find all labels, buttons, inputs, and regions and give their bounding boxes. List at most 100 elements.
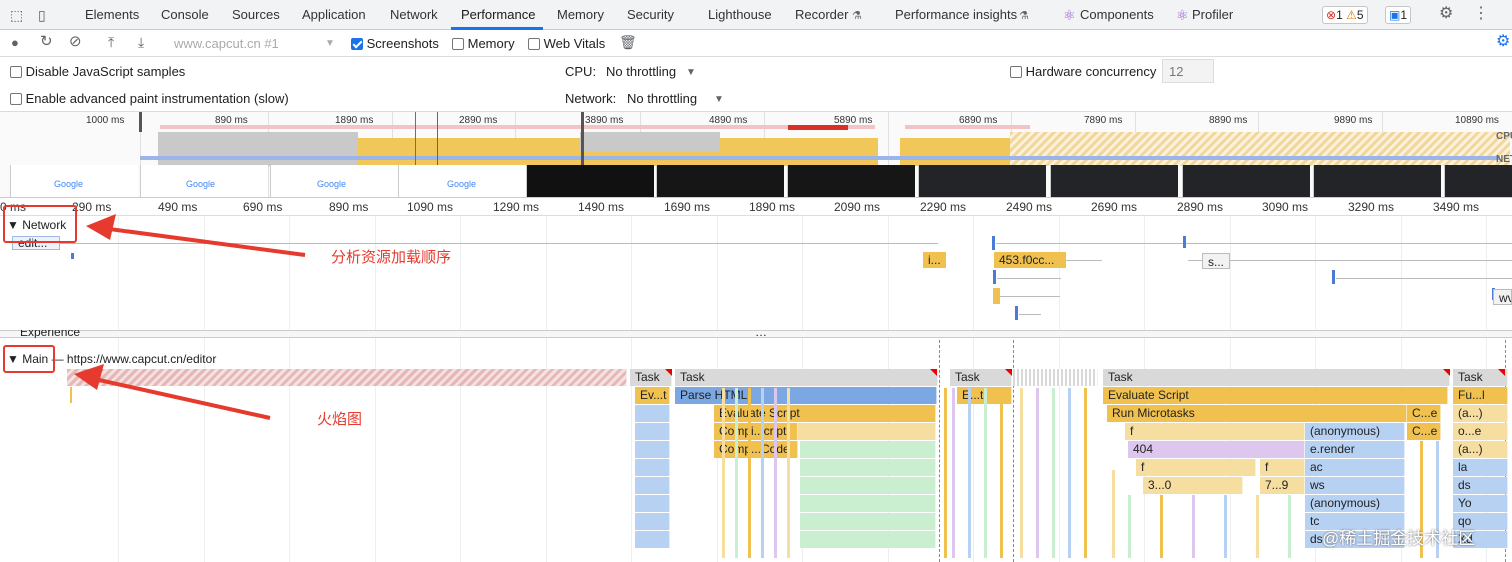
flame-bar — [800, 441, 936, 458]
thumb-google-text: Google — [447, 179, 477, 189]
network-request-i[interactable]: i... — [923, 252, 946, 268]
hardware-concurrency-checkbox[interactable]: Hardware concurrency — [1010, 64, 1156, 79]
flame-function[interactable]: ac — [1305, 459, 1405, 476]
flame-bar — [635, 477, 670, 494]
flame-function[interactable]: 3...0 — [1143, 477, 1243, 494]
flame-evaluate-script[interactable]: Evaluate Script — [1103, 387, 1448, 404]
overview-marker-blue — [437, 112, 438, 197]
network-request-editor[interactable]: edit... — [12, 236, 60, 250]
tab-profiler[interactable]: Profiler — [1192, 7, 1234, 22]
flame-evaluate-script[interactable]: Evaluate Script — [714, 405, 936, 422]
cpu-throttling-select[interactable]: No throttling — [606, 64, 677, 79]
network-request-453[interactable]: 453.f0cc... — [994, 252, 1066, 268]
flame-function[interactable]: 7...9 — [1260, 477, 1305, 494]
overview-selection-start[interactable] — [139, 112, 142, 132]
network-request-wv[interactable]: wv — [1493, 289, 1512, 305]
network-annotation: 分析资源加载顺序 — [331, 249, 452, 266]
flame-function[interactable]: (anonymous) — [1305, 423, 1405, 440]
long-task-marker — [788, 125, 848, 130]
upload-icon[interactable]: ⤒ — [108, 34, 115, 50]
trash-icon[interactable]: 🗑 — [619, 34, 637, 50]
overview-tick: 10890 ms — [1455, 115, 1499, 126]
hardware-concurrency-input[interactable]: 12 — [1162, 59, 1214, 83]
flame-function[interactable]: (a...) — [1453, 441, 1508, 458]
device-toolbar-icon[interactable]: ▯ — [38, 7, 46, 23]
track-divider[interactable]: … — [0, 325, 1512, 339]
inspect-element-icon[interactable]: ⬚ — [10, 7, 24, 23]
tab-memory[interactable]: Memory — [557, 7, 604, 22]
clear-icon[interactable]: ⊘ — [69, 33, 82, 50]
flame-task[interactable]: Task — [1453, 369, 1508, 386]
memory-checkbox[interactable]: Memory — [452, 36, 515, 51]
flame-function[interactable]: ds — [1305, 531, 1405, 548]
net-label: NET — [1496, 154, 1512, 165]
info-badge[interactable]: ▣1 — [1385, 6, 1412, 24]
flame-function[interactable]: f — [1136, 459, 1256, 476]
flame-task[interactable]: Task — [675, 369, 938, 386]
ruler-tick: 3290 ms — [1348, 200, 1395, 214]
download-icon[interactable]: ⤓ — [138, 34, 145, 50]
flame-compile-code[interactable]: Comp...Code — [714, 441, 798, 458]
flame-function[interactable]: (anonymous) — [1305, 495, 1405, 512]
flask-icon: ⚗ — [852, 10, 862, 22]
tab-lighthouse[interactable]: Lighthouse — [708, 7, 772, 22]
advanced-paint-checkbox[interactable]: Enable advanced paint instrumentation (s… — [10, 91, 289, 106]
flame-run-microtasks[interactable]: Run Microtasks — [1107, 405, 1407, 422]
flame-task[interactable]: Task — [1103, 369, 1450, 386]
tab-network[interactable]: Network — [390, 7, 438, 22]
web-vitals-checkbox[interactable]: Web Vitals — [528, 36, 605, 51]
flame-function[interactable]: (a...) — [1453, 405, 1508, 422]
flame-function[interactable]: Fu...l — [1453, 387, 1508, 404]
record-icon[interactable]: ● — [11, 35, 19, 50]
network-request-bar[interactable] — [993, 288, 1000, 304]
timeline-overview[interactable]: 1000 ms 890 ms 1890 ms 2890 ms 3890 ms 4… — [0, 112, 1512, 198]
capture-settings-icon[interactable]: ⚙ — [1496, 33, 1511, 50]
idle-task-block[interactable] — [1013, 369, 1098, 386]
tab-security[interactable]: Security — [627, 7, 674, 22]
disable-js-samples-checkbox[interactable]: Disable JavaScript samples — [10, 64, 185, 79]
flame-function[interactable]: qo — [1453, 513, 1508, 530]
flame-function[interactable]: ws — [1305, 477, 1405, 494]
thumb-google-text: Google — [317, 179, 347, 189]
issues-badge[interactable]: ⊗1 ⚠5 — [1322, 6, 1368, 24]
network-highlight-box — [3, 205, 77, 243]
flame-function[interactable]: f — [1125, 423, 1305, 440]
main-track-toggle[interactable]: ▼ Main — https://www.capcut.cn/editor — [7, 352, 217, 366]
gear-icon[interactable]: ⚙ — [1439, 5, 1454, 22]
tab-performance-insights[interactable]: Performance insights — [895, 7, 1018, 22]
flame-function[interactable]: C...e — [1407, 405, 1441, 422]
flame-task[interactable]: Task — [630, 369, 672, 386]
ruler-tick: 3490 ms — [1433, 200, 1480, 214]
flame-function[interactable]: f — [1260, 459, 1305, 476]
reload-icon[interactable]: ↻ — [40, 33, 53, 50]
flame-function[interactable]: Xd — [1453, 531, 1508, 548]
more-options-icon[interactable]: ⋮ — [1473, 5, 1489, 22]
flame-event[interactable]: Ev...t — [635, 387, 670, 404]
flame-function[interactable]: tc — [1305, 513, 1405, 530]
network-track-toggle[interactable]: ▼ Network — [7, 218, 67, 232]
network-request-s[interactable]: s... — [1202, 253, 1230, 269]
flame-function[interactable]: la — [1453, 459, 1508, 476]
network-throttling-select[interactable]: No throttling — [627, 91, 698, 106]
flame-compile-script[interactable]: Compi...cript — [714, 423, 798, 440]
tab-recorder[interactable]: Recorder — [795, 7, 849, 22]
flame-function[interactable]: e.render — [1305, 441, 1405, 458]
flame-parse-html[interactable]: Parse HTML — [675, 387, 937, 404]
flame-function[interactable]: o...e — [1453, 423, 1508, 440]
tab-console[interactable]: Console — [161, 7, 209, 22]
flame-bar — [800, 513, 936, 530]
flame-function[interactable]: 404 — [1128, 441, 1305, 458]
screenshots-checkbox[interactable]: Screenshots — [351, 36, 439, 51]
flame-function[interactable]: Yo — [1453, 495, 1508, 512]
tab-application[interactable]: Application — [302, 7, 366, 22]
flame-function[interactable]: C...e — [1407, 423, 1441, 440]
overview-selection-end[interactable] — [581, 112, 584, 197]
idle-task-block[interactable] — [67, 369, 627, 386]
tab-sources[interactable]: Sources — [232, 7, 280, 22]
flame-task[interactable]: Task — [950, 369, 1012, 386]
recording-select[interactable]: www.capcut.cn #1 — [174, 36, 279, 51]
flame-function[interactable]: ds — [1453, 477, 1508, 494]
tab-performance[interactable]: Performance — [461, 7, 536, 22]
tab-elements[interactable]: Elements — [85, 7, 140, 22]
tab-components[interactable]: Components — [1080, 7, 1154, 22]
